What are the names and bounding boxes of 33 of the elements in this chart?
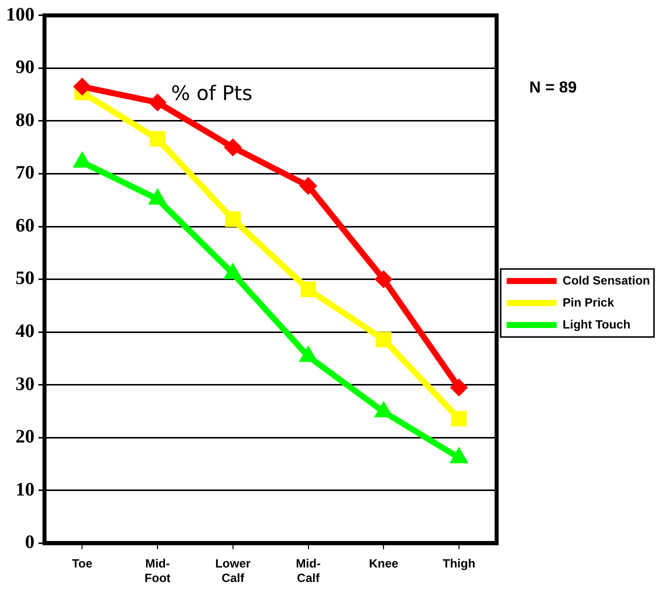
point xyxy=(225,211,241,227)
x-tick-label: Knee xyxy=(368,556,399,571)
legend-label: Light Touch xyxy=(562,317,630,332)
y-tick-label: 80 xyxy=(16,110,34,131)
x-tick-label: Mid-Calf xyxy=(296,556,321,586)
point xyxy=(299,176,318,195)
x-tick-label: Thigh xyxy=(442,556,476,571)
point xyxy=(148,93,167,112)
point xyxy=(73,78,92,96)
legend-label: Pin Prick xyxy=(562,295,614,310)
point xyxy=(150,131,166,147)
x-tick-label: Lower Calf xyxy=(215,556,251,586)
x-tick-label: Toe xyxy=(72,556,93,571)
y-tick-label: 60 xyxy=(16,215,34,236)
y-tick-label: 20 xyxy=(16,426,34,448)
point xyxy=(300,282,316,298)
y-tick-label: 100 xyxy=(6,4,34,26)
y-tick-label: 10 xyxy=(16,479,34,500)
y-tick-label: 70 xyxy=(16,162,34,184)
y-tick-label: 0 xyxy=(25,532,34,554)
point xyxy=(450,378,468,396)
point xyxy=(224,138,242,156)
y-tick-label: 40 xyxy=(16,320,34,342)
y-axis-title: % of Pts xyxy=(171,80,252,105)
y-tick-label: 30 xyxy=(16,374,34,395)
text: N = 89 xyxy=(529,79,577,96)
point xyxy=(376,332,392,348)
y-tick-label: 90 xyxy=(16,57,34,78)
point xyxy=(374,270,393,288)
legend-label: Cold Sensation xyxy=(562,273,650,288)
point xyxy=(451,410,467,426)
y-tick-label: 50 xyxy=(16,268,34,290)
x-tick-label: Mid-Foot xyxy=(144,556,171,586)
